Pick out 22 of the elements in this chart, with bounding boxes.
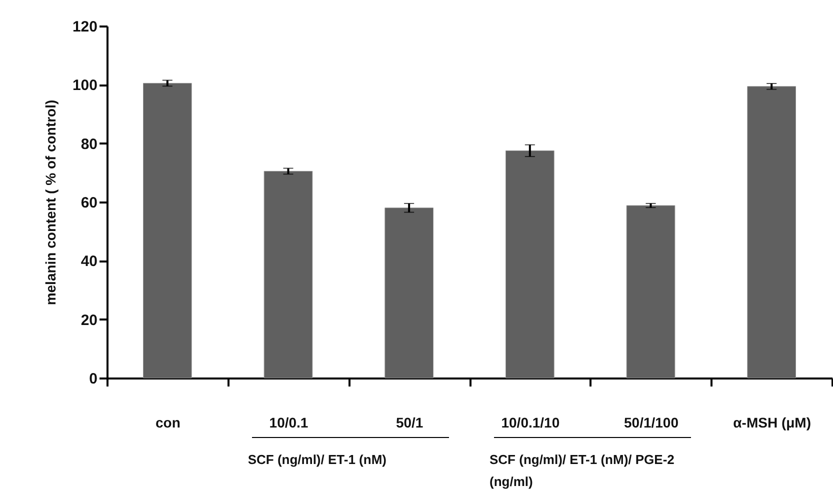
- bar: [747, 86, 796, 378]
- bar: [626, 205, 676, 378]
- bar: [506, 150, 554, 378]
- y-tick-label: 80: [80, 136, 98, 153]
- text: SCF (ng/ml)/ ET-1 (nM): [248, 451, 388, 469]
- y-tick-label: 100: [72, 77, 98, 94]
- y-tick-label: 0: [89, 370, 98, 388]
- y-tick-label: 120: [72, 18, 98, 36]
- bar: [264, 170, 313, 378]
- y-tick-label: 40: [80, 253, 98, 270]
- x-tick-label: 50/1: [396, 414, 424, 430]
- y-axis-title: melanin content ( % of control): [42, 100, 58, 306]
- text: SCF (ng/ml)/ ET-1 (nM)/ PGE-2 (ng/ml): [490, 451, 676, 491]
- y-tick-label: 20: [80, 312, 98, 329]
- y-tick-label: 60: [80, 194, 98, 212]
- x-tick-label: α-MSH (μM): [733, 414, 811, 430]
- bar: [143, 82, 192, 378]
- x-tick-label: con: [155, 414, 180, 430]
- bar: [384, 208, 434, 378]
- x-tick-label: 50/1/100: [624, 414, 679, 430]
- x-tick-label: 10/0.1: [269, 414, 308, 430]
- x-tick-label: 10/0.1/10: [501, 414, 560, 430]
